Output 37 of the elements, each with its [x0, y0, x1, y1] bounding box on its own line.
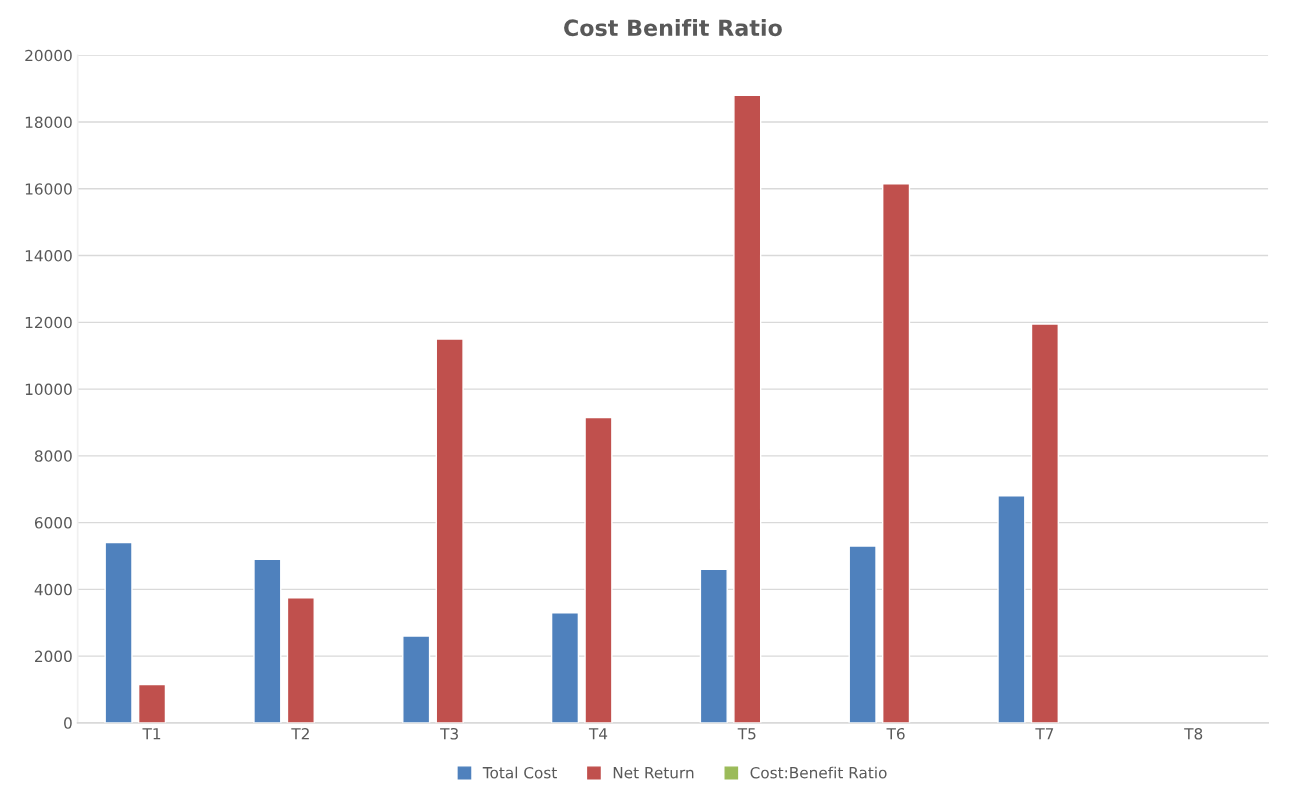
y-tick-label: 12000 [25, 316, 72, 329]
legend-label: Total Cost [482, 766, 557, 779]
x-tick-label: T8 [1184, 727, 1203, 740]
bar [104, 541, 133, 723]
bar [584, 416, 613, 723]
legend-label: Cost:Benefit Ratio [750, 766, 887, 779]
x-tick-label: T6 [886, 727, 905, 740]
bar [435, 338, 464, 723]
x-tick-label: T3 [440, 727, 458, 740]
bar [286, 596, 315, 723]
x-tick-label: T7 [1035, 728, 1054, 740]
y-tick-label: 18000 [25, 116, 72, 129]
bar [550, 612, 580, 723]
x-tick-label: T1 [142, 728, 161, 740]
bar [1030, 323, 1059, 723]
x-tick-label: T2 [291, 727, 309, 740]
chart-title: Cost Benifit Ratio [564, 18, 782, 37]
bar [733, 94, 762, 723]
y-tick-label: 4000 [34, 583, 72, 596]
bar [402, 635, 431, 723]
y-tick-label: 10000 [25, 383, 72, 396]
bar [997, 495, 1026, 723]
legend-label: Net Return [613, 767, 694, 779]
bar [699, 568, 728, 723]
y-tick-label: 6000 [34, 517, 72, 529]
y-tick-label: 0 [64, 717, 72, 729]
y-tick-label: 2000 [35, 650, 72, 663]
y-tick-label: 16000 [25, 183, 72, 195]
y-tick-label: 20000 [25, 49, 72, 62]
bar [848, 545, 877, 723]
bar [882, 183, 911, 723]
x-tick-label: T4 [588, 728, 608, 740]
y-tick-label: 14000 [25, 250, 72, 262]
bar [253, 558, 282, 723]
y-tick-label: 8000 [34, 450, 72, 462]
bar [137, 683, 167, 723]
x-tick-label: T5 [737, 728, 756, 740]
